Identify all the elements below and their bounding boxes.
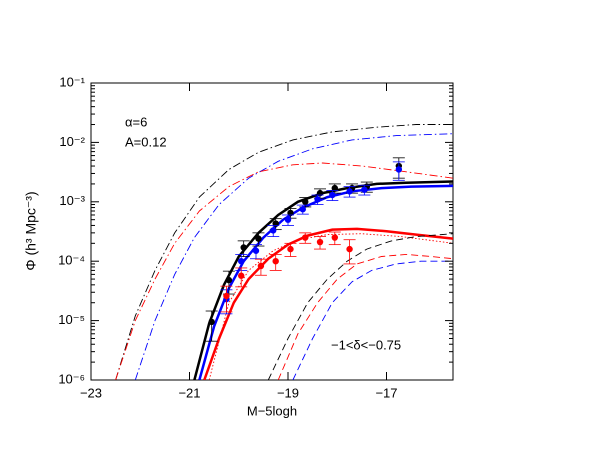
x-tick-label: −23 — [80, 385, 102, 400]
point — [240, 244, 247, 251]
curve — [198, 184, 453, 380]
annotation: α=6 — [125, 114, 147, 129]
point — [284, 216, 292, 223]
plot-frame — [90, 82, 454, 381]
point — [329, 191, 336, 199]
curve — [267, 233, 453, 380]
point — [331, 184, 338, 192]
point — [238, 272, 245, 279]
curves — [115, 124, 453, 380]
point — [346, 245, 353, 253]
point — [346, 188, 353, 195]
point — [238, 258, 245, 265]
curve — [208, 233, 453, 380]
x-tick-label: −21 — [178, 385, 200, 400]
point — [302, 198, 309, 205]
x-axis-label: M−5logh — [247, 403, 297, 418]
curve — [115, 162, 453, 380]
point — [314, 196, 321, 203]
point — [395, 166, 403, 173]
y-tick-label: 10⁻⁶ — [58, 371, 85, 386]
y-tick-label: 10⁻¹ — [59, 74, 85, 89]
point — [361, 186, 368, 193]
x-tick-label: −17 — [375, 385, 397, 400]
annotation: −1<δ<−0.75 — [331, 337, 401, 352]
point — [270, 227, 277, 234]
point — [225, 276, 233, 284]
point — [223, 292, 230, 300]
curve — [115, 124, 453, 380]
points — [205, 157, 405, 342]
point — [316, 238, 324, 246]
x-tick-label: −19 — [277, 385, 299, 400]
y-tick-label: 10⁻⁵ — [58, 312, 85, 327]
point — [299, 206, 306, 213]
point — [272, 258, 279, 265]
point — [287, 245, 294, 253]
point — [252, 247, 260, 254]
curve — [292, 260, 453, 380]
curve — [277, 253, 453, 380]
point — [287, 209, 294, 217]
y-tick-label: 10⁻³ — [59, 193, 85, 208]
annotation: A=0.12 — [125, 134, 167, 149]
point — [257, 262, 265, 270]
point — [255, 235, 262, 242]
point — [331, 234, 338, 241]
y-tick-label: 10⁻⁴ — [58, 253, 85, 268]
point — [208, 318, 215, 326]
curve — [134, 133, 453, 380]
point — [302, 234, 309, 241]
y-tick-label: 10⁻² — [59, 134, 85, 149]
y-axis-label: Φ (h³ Mpc⁻³) — [23, 191, 39, 270]
